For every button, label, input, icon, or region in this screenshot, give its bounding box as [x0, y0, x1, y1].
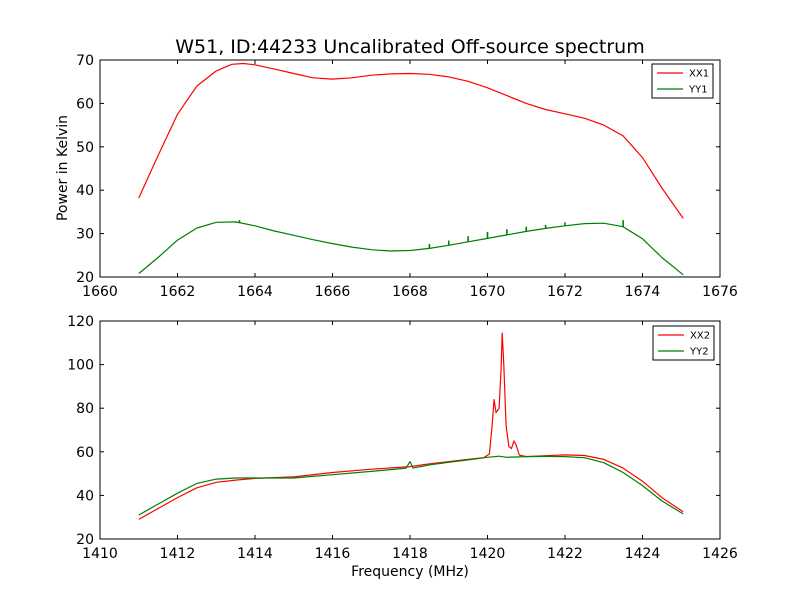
x-tick-label: 1422: [547, 546, 583, 562]
x-axis-label: Frequency (MHz): [351, 564, 469, 580]
y-tick-label: 70: [76, 53, 94, 69]
y-tick-label: 20: [76, 270, 94, 286]
legend-label-xx1: XX1: [689, 69, 709, 80]
x-tick-label: 1672: [547, 284, 583, 300]
x-tick-label: 1662: [160, 284, 196, 300]
series-line-xx1: [138, 62, 684, 219]
legend-box: [652, 325, 715, 361]
series-line-yy2: [138, 455, 684, 516]
x-tick-label: 1660: [82, 284, 118, 300]
x-tick-label: 1676: [702, 284, 738, 300]
y-tick-label: 30: [76, 227, 94, 243]
y-tick-label: 40: [76, 183, 94, 199]
x-tick-label: 1420: [470, 546, 506, 562]
top-plot: 1660 1662 1664 1666 1668 1670 1672 1674 1676 20 30…: [76, 53, 738, 300]
figure-title: W51, ID:44233 Uncalibrated Off-source sp…: [175, 36, 644, 58]
x-tick-label: 1674: [625, 284, 661, 300]
x-tick-label: 1426: [702, 546, 738, 562]
x-tick-label: 1412: [160, 546, 196, 562]
y-tick-label: 60: [76, 96, 94, 112]
y-tick-label: 120: [67, 314, 94, 330]
x-tick-label: 1670: [470, 284, 506, 300]
y-tick-label: 40: [76, 488, 94, 504]
legend-label-xx2: XX2: [690, 331, 710, 342]
legend-label-yy1: YY1: [688, 85, 708, 96]
y-tick-label: 100: [67, 358, 94, 374]
x-tick-label: 1668: [392, 284, 428, 300]
x-tick-label: 1418: [392, 546, 428, 562]
x-tick-label: 1414: [237, 546, 273, 562]
legend-box: [651, 63, 714, 99]
x-tick-label: 1666: [315, 284, 351, 300]
x-tick-label: 1424: [625, 546, 661, 562]
y-tick-label: 50: [76, 140, 94, 156]
series-line-yy1: [138, 221, 684, 276]
bottom-plot: 1410 1412 1414 1416 1418 1420 1422 1424 1426 20 40…: [67, 314, 738, 562]
x-tick-label: 1664: [237, 284, 273, 300]
x-tick-label: 1416: [315, 546, 351, 562]
x-tick-label: 1410: [82, 546, 118, 562]
y-tick-label: 60: [76, 445, 94, 461]
legend-label-yy2: YY2: [689, 347, 709, 358]
y-tick-label: 80: [76, 401, 94, 417]
y-tick-label: 20: [76, 532, 94, 548]
y-axis-label: Power in Kelvin: [55, 115, 71, 221]
